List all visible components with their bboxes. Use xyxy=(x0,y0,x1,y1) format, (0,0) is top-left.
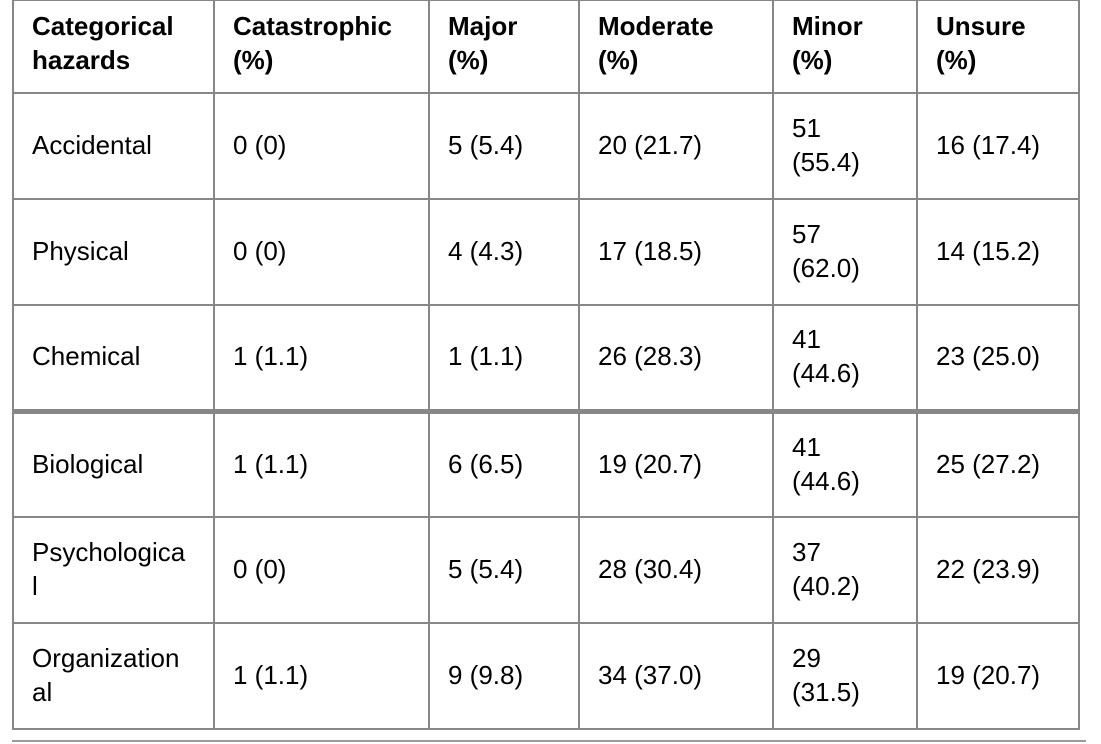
cell-unsure: 19 (20.7) xyxy=(916,622,1080,730)
cell-moderate: 26 (28.3) xyxy=(578,304,774,412)
cell-catastrophic: 0 (0) xyxy=(213,516,430,624)
table-header-row: Categorical hazards Catastrophic (%) Maj… xyxy=(12,0,1080,94)
cell-minor: 41 (44.6) xyxy=(772,408,918,518)
table-row-physical: Physical 0 (0) 4 (4.3) 17 (18.5) 57 (62.… xyxy=(12,198,1080,306)
cell-hazard: Physical xyxy=(12,198,215,306)
table-row-accidental: Accidental 0 (0) 5 (5.4) 20 (21.7) 51 (5… xyxy=(12,92,1080,200)
table-row-organizational: Organizational 1 (1.1) 9 (9.8) 34 (37.0)… xyxy=(12,622,1080,730)
header-cell-unsure: Unsure (%) xyxy=(916,0,1080,94)
cell-moderate: 20 (21.7) xyxy=(578,92,774,200)
cell-moderate: 17 (18.5) xyxy=(578,198,774,306)
cell-major: 6 (6.5) xyxy=(428,408,580,518)
cell-moderate: 19 (20.7) xyxy=(578,408,774,518)
cell-catastrophic: 1 (1.1) xyxy=(213,304,430,412)
cell-major: 1 (1.1) xyxy=(428,304,580,412)
table-row-psychological: Psychological 0 (0) 5 (5.4) 28 (30.4) 37… xyxy=(12,516,1080,624)
cell-hazard: Psychological xyxy=(12,516,215,624)
cell-major: 5 (5.4) xyxy=(428,516,580,624)
cell-moderate: 34 (37.0) xyxy=(578,622,774,730)
cell-unsure: 22 (23.9) xyxy=(916,516,1080,624)
cell-minor: 29 (31.5) xyxy=(772,622,918,730)
cell-major: 9 (9.8) xyxy=(428,622,580,730)
cell-catastrophic: 1 (1.1) xyxy=(213,408,430,518)
categorical-hazards-table: Categorical hazards Catastrophic (%) Maj… xyxy=(12,0,1080,730)
cell-hazard: Organizational xyxy=(12,622,215,730)
cell-minor: 51 (55.4) xyxy=(772,92,918,200)
cell-major: 5 (5.4) xyxy=(428,92,580,200)
cell-major: 4 (4.3) xyxy=(428,198,580,306)
header-cell-moderate: Moderate (%) xyxy=(578,0,774,94)
cell-catastrophic: 1 (1.1) xyxy=(213,622,430,730)
cell-hazard: Biological xyxy=(12,408,215,518)
table-row-biological: Biological 1 (1.1) 6 (6.5) 19 (20.7) 41 … xyxy=(12,408,1080,518)
next-table-top-border-cutoff xyxy=(12,740,1086,742)
cell-minor: 57 (62.0) xyxy=(772,198,918,306)
cell-hazard: Accidental xyxy=(12,92,215,200)
header-cell-catastrophic: Catastrophic (%) xyxy=(213,0,430,94)
cell-catastrophic: 0 (0) xyxy=(213,198,430,306)
header-cell-major: Major (%) xyxy=(428,0,580,94)
cell-unsure: 14 (15.2) xyxy=(916,198,1080,306)
header-cell-minor: Minor (%) xyxy=(772,0,918,94)
cell-moderate: 28 (30.4) xyxy=(578,516,774,624)
cell-minor: 37 (40.2) xyxy=(772,516,918,624)
table-row-chemical: Chemical 1 (1.1) 1 (1.1) 26 (28.3) 41 (4… xyxy=(12,304,1080,412)
cell-catastrophic: 0 (0) xyxy=(213,92,430,200)
cell-unsure: 16 (17.4) xyxy=(916,92,1080,200)
cell-hazard: Chemical xyxy=(12,304,215,412)
header-cell-categorical-hazards: Categorical hazards xyxy=(12,0,215,94)
cell-unsure: 23 (25.0) xyxy=(916,304,1080,412)
cell-minor: 41 (44.6) xyxy=(772,304,918,412)
cell-unsure: 25 (27.2) xyxy=(916,408,1080,518)
